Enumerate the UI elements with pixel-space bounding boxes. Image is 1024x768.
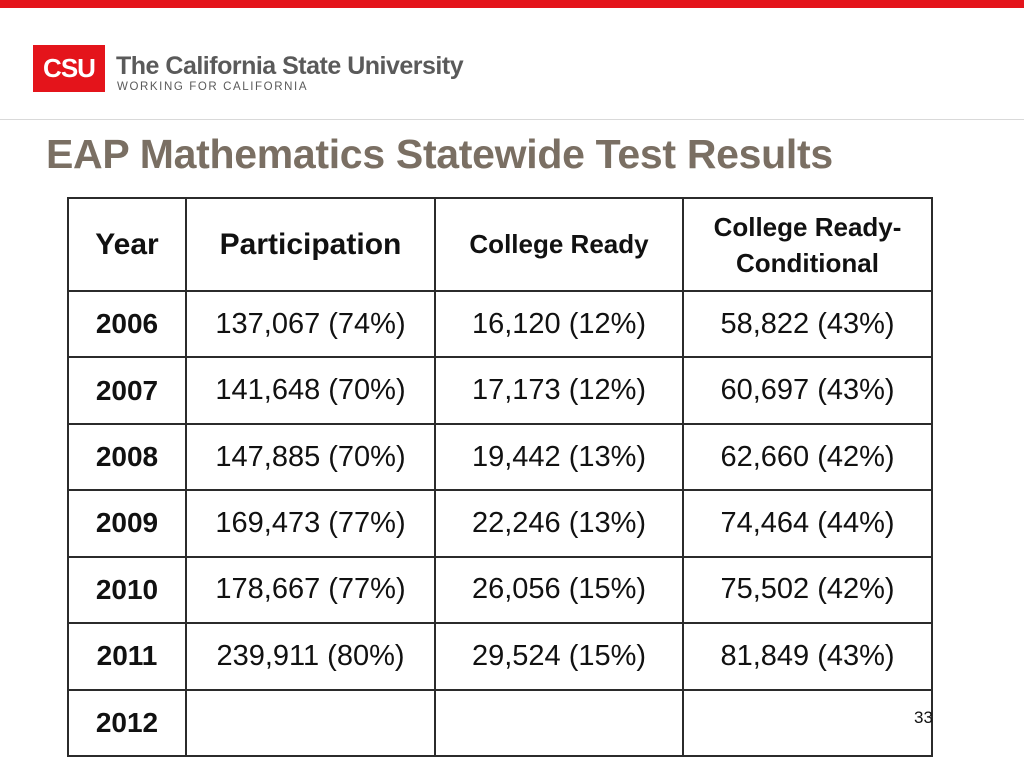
cell-college-ready: 29,524 (15%) [434, 622, 684, 691]
logo-university-name: The California State University [116, 52, 464, 80]
cell-college-ready-conditional: 75,502 (42%) [682, 555, 933, 625]
cell-participation: 178,667 (77%) [185, 555, 436, 625]
column-header-year: Year [67, 197, 187, 292]
table-row: 2011 239,911 (80%) 29,524 (15%) 81,849 (43%… [67, 622, 933, 691]
column-header-college-ready: College Ready [434, 197, 684, 292]
table-row: 2009 169,473 (77%) 22,246 (13%) 74,464 (44%… [67, 489, 933, 558]
cell-college-ready-conditional: 62,660 (42%) [682, 422, 933, 492]
cell-college-ready-conditional: 74,464 (44%) [682, 489, 933, 558]
table-row: 2008 147,885 (70%) 19,442 (13%) 62,660 (42%… [67, 422, 933, 492]
csu-logo: CSU [33, 45, 105, 92]
table-row: 2007 141,648 (70%) 17,173 (12%) 60,697 (43%… [67, 356, 933, 425]
cell-participation: 137,067 (74%) [185, 289, 436, 359]
column-header-participation: Participation [185, 197, 436, 292]
table-row: 2010 178,667 (77%) 26,056 (15%) 75,502 (42%… [67, 555, 933, 625]
page-number: 33 [914, 708, 933, 727]
cell-college-ready: 19,442 (13%) [434, 422, 684, 492]
cell-college-ready: 26,056 (15%) [434, 555, 684, 625]
cell-year: 2009 [67, 489, 187, 558]
cell-participation: 147,885 (70%) [185, 422, 436, 492]
conditional-header-line-1: College Ready- [713, 211, 902, 242]
cell-college-ready-conditional: 58,822 (43%) [682, 289, 933, 359]
page-title: EAP Mathematics Statewide Test Results [46, 131, 833, 177]
cell-participation: 141,648 (70%) [185, 356, 436, 425]
cell-year: 2012 [67, 688, 187, 758]
cell-college-ready-conditional: 60,697 (43%) [682, 356, 933, 425]
cell-year: 2006 [67, 289, 187, 359]
cell-college-ready: 17,173 (12%) [434, 356, 684, 425]
cell-college-ready-conditional [682, 688, 933, 758]
logo-tagline: WORKING FOR CALIFORNIA [117, 81, 309, 93]
top-accent-bar [0, 0, 1024, 8]
table-row: 2012 [67, 688, 933, 758]
logo-mark: CSU [43, 53, 96, 83]
column-header-college-ready-conditional: College Ready- Conditional [682, 197, 933, 292]
conditional-header-line-2: Conditional [736, 247, 879, 278]
cell-college-ready [434, 688, 684, 758]
cell-college-ready: 22,246 (13%) [434, 489, 684, 558]
header-divider [0, 119, 1024, 120]
table-header-row: Year Participation College Ready College… [67, 197, 933, 292]
cell-year: 2011 [67, 622, 187, 691]
cell-year: 2010 [67, 555, 187, 625]
cell-year: 2008 [67, 422, 187, 492]
cell-year: 2007 [67, 356, 187, 425]
table-row: 2006 137,067 (74%) 16,120 (12%) 58,822 (43%… [67, 289, 933, 359]
cell-participation [185, 688, 436, 758]
cell-participation: 169,473 (77%) [185, 489, 436, 558]
cell-participation: 239,911 (80%) [185, 622, 436, 691]
cell-college-ready-conditional: 81,849 (43%) [682, 622, 933, 691]
results-table: Year Participation College Ready College… [67, 197, 933, 758]
cell-college-ready: 16,120 (12%) [434, 289, 684, 359]
